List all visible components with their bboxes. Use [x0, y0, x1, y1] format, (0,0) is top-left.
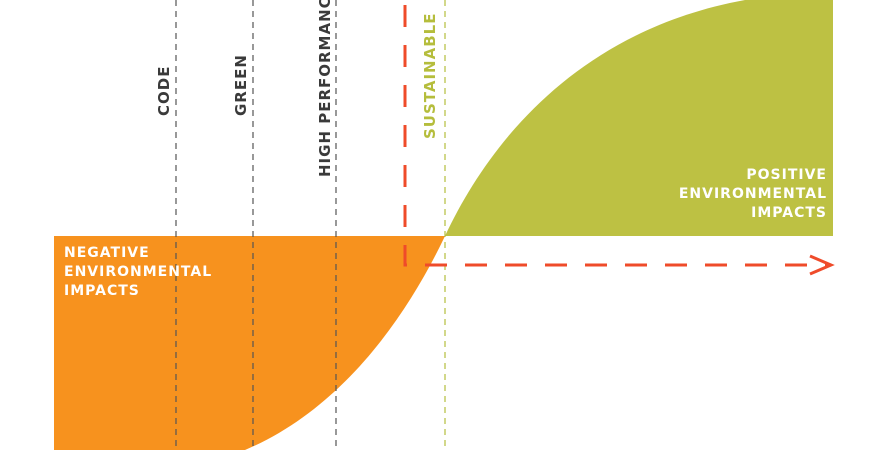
level-label-green: GREEN	[232, 54, 250, 116]
negative-impacts-label: NEGATIVE ENVIRONMENTAL IMPACTS	[64, 245, 213, 299]
red-dashed-axis	[403, 5, 828, 267]
level-label-sustainable: SUSTAINABLE	[421, 12, 439, 139]
level-label-code: CODE	[155, 65, 173, 116]
positive-impact-area	[445, 0, 833, 236]
positive-impacts-label: POSITIVE ENVIRONMENTAL IMPACTS	[678, 167, 827, 221]
negative-impact-area	[54, 236, 445, 450]
arrow-head-icon	[809, 254, 835, 276]
level-label-high-performance: HIGH PERFORMANCE	[316, 0, 334, 177]
